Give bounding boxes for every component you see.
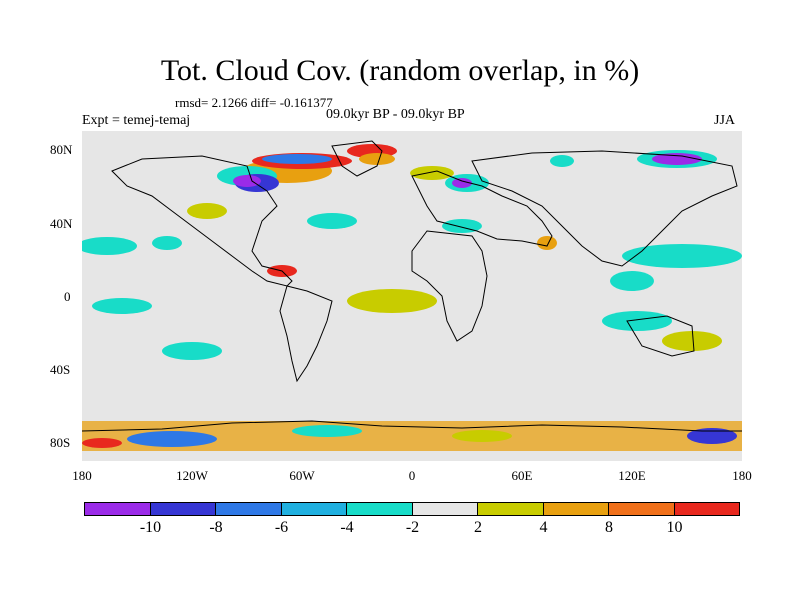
colorbar-label: -4: [340, 519, 354, 536]
lat-label-80n: 80N: [50, 142, 73, 157]
anomaly-patch: [152, 236, 182, 250]
colorbar-segment: [673, 502, 740, 516]
stats-text: rmsd= 2.1266 diff= -0.161377: [175, 95, 333, 110]
colorbar-label: -10: [139, 519, 162, 536]
lon-label-120w: 120W: [176, 468, 208, 483]
anomaly-patch: [622, 244, 742, 268]
colorbar-segment: [346, 502, 413, 516]
colorbar: [84, 502, 740, 516]
colorbar-label: -6: [274, 519, 289, 536]
period-subtitle: 09.0kyr BP - 09.0kyr BP: [326, 107, 465, 122]
lat-label-40n: 40N: [50, 216, 73, 231]
colorbar-segment: [215, 502, 282, 516]
anomaly-patch: [127, 431, 217, 447]
lon-label-60w: 60W: [289, 468, 315, 483]
lat-label-40s: 40S: [50, 362, 71, 377]
anomaly-patch: [162, 342, 222, 360]
colorbar-segment: [280, 502, 347, 516]
anomaly-patch: [452, 430, 512, 442]
anomaly-patch: [82, 237, 137, 255]
anomaly-patch: [233, 175, 261, 187]
colorbar-label: 10: [666, 519, 683, 536]
anomaly-patch: [602, 311, 672, 331]
anomaly-patch: [307, 213, 357, 229]
colorbar-segment: [84, 502, 151, 516]
colorbar-segment: [542, 502, 609, 516]
lat-label-0: 0: [64, 289, 71, 304]
anomaly-patch: [687, 428, 737, 444]
season-label: JJA: [714, 113, 736, 128]
plot-title: Tot. Cloud Cov. (random overlap, in %): [160, 54, 640, 87]
anomaly-patch: [610, 271, 654, 291]
anomaly-patch: [537, 236, 557, 250]
lon-label-180w: 180: [72, 468, 92, 483]
anomaly-patch: [92, 298, 152, 314]
anomaly-patch: [347, 289, 437, 313]
cloud-cover-map: [82, 131, 742, 461]
colorbar-label: 2: [474, 519, 482, 536]
lon-label-180e: 180: [732, 468, 752, 483]
anomaly-patch: [652, 153, 702, 165]
anomaly-patch: [662, 331, 722, 351]
lat-label-80s: 80S: [50, 435, 71, 450]
anomaly-patch: [359, 153, 395, 165]
colorbar-segment: [477, 502, 544, 516]
anomaly-patches: [82, 144, 742, 451]
lon-label-60e: 60E: [511, 468, 533, 483]
anomaly-patch: [292, 425, 362, 437]
colorbar-label: -2: [405, 519, 420, 536]
lon-label-0: 0: [408, 468, 416, 483]
coastlines: [82, 140, 742, 432]
colorbar-segment: [149, 502, 216, 516]
colorbar-segment: [411, 502, 478, 516]
colorbar-label: 8: [605, 519, 613, 536]
colorbar-label: 4: [539, 519, 548, 536]
colorbar-segment: [608, 502, 675, 516]
anomaly-patch: [82, 438, 122, 448]
anomaly-patch: [262, 154, 332, 164]
anomaly-patch: [550, 155, 574, 167]
lon-label-120e: 120E: [618, 468, 646, 483]
anomaly-patch: [187, 203, 227, 219]
experiment-label: Expt = temej-temaj: [82, 113, 191, 128]
anomaly-patch: [452, 178, 472, 188]
colorbar-label: -8: [209, 519, 223, 536]
anomaly-patch: [410, 166, 454, 180]
